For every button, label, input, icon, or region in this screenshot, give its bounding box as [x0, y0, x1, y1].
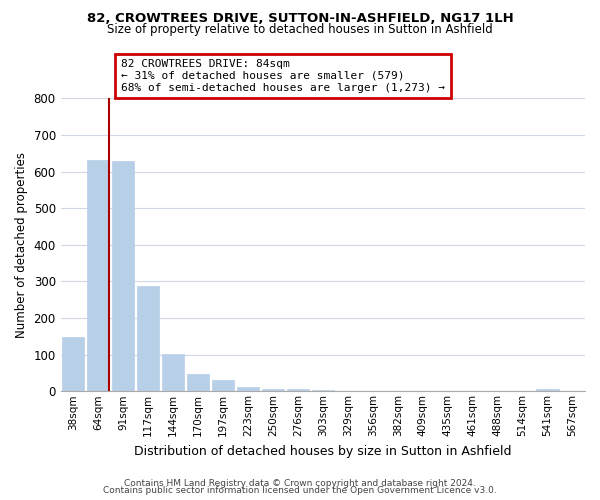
Bar [262, 390, 284, 392]
Bar [87, 160, 109, 392]
Bar [187, 374, 209, 392]
X-axis label: Distribution of detached houses by size in Sutton in Ashfield: Distribution of detached houses by size … [134, 444, 512, 458]
Text: Contains HM Land Registry data © Crown copyright and database right 2024.: Contains HM Land Registry data © Crown c… [124, 478, 476, 488]
Y-axis label: Number of detached properties: Number of detached properties [15, 152, 28, 338]
Bar [112, 162, 134, 392]
Text: 82, CROWTREES DRIVE, SUTTON-IN-ASHFIELD, NG17 1LH: 82, CROWTREES DRIVE, SUTTON-IN-ASHFIELD,… [86, 12, 514, 26]
Bar [287, 390, 309, 392]
Text: Contains public sector information licensed under the Open Government Licence v3: Contains public sector information licen… [103, 486, 497, 495]
Bar [137, 286, 159, 392]
Bar [536, 390, 559, 392]
Bar [212, 380, 234, 392]
Text: Size of property relative to detached houses in Sutton in Ashfield: Size of property relative to detached ho… [107, 22, 493, 36]
Bar [311, 390, 334, 392]
Bar [62, 337, 85, 392]
Bar [162, 354, 184, 392]
Bar [236, 386, 259, 392]
Text: 82 CROWTREES DRIVE: 84sqm
← 31% of detached houses are smaller (579)
68% of semi: 82 CROWTREES DRIVE: 84sqm ← 31% of detac… [121, 60, 445, 92]
